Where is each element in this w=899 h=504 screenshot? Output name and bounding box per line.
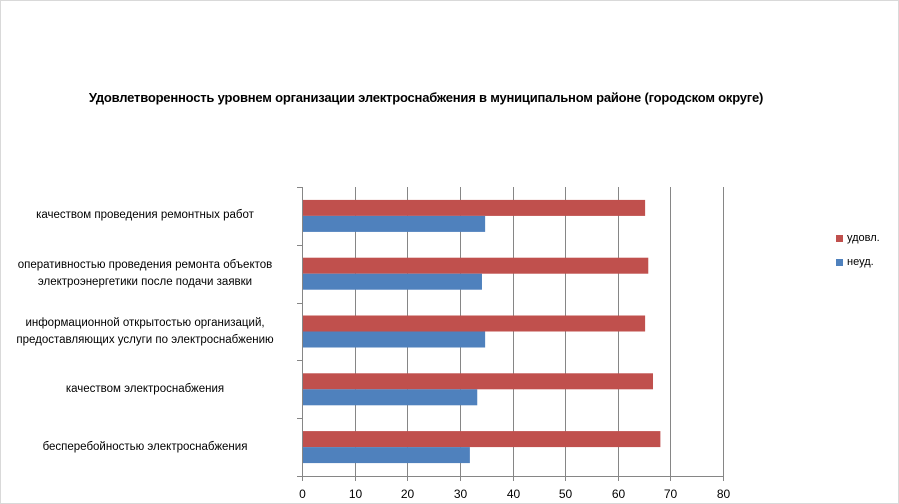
bar-unsatisfied-0 [302,215,486,232]
x-tick-label-30: 30 [454,487,468,501]
x-tick-label-70: 70 [664,487,678,501]
category-label-line: оперативностью проведения ремонта объект… [17,258,273,271]
category-label-0: качеством проведения ремонтных работ [0,207,290,224]
bar-satisfied-1 [302,257,649,274]
legend-swatch [836,234,843,242]
bar-satisfied-0 [302,199,646,216]
legend-label: удовл. [847,232,880,244]
category-label-line: качеством проведения ремонтных работ [36,209,254,222]
legend-item-unsatisfied: неуд. [836,256,874,268]
bar-unsatisfied-2 [302,331,486,348]
category-label-1: оперативностью проведения ремонта объект… [0,257,290,291]
bar-satisfied-2 [302,315,646,332]
x-tick-label-20: 20 [401,487,415,501]
category-label-line: бесперебойностью электроснабжения [42,440,248,453]
x-tick-label-10: 10 [349,487,363,501]
category-label-line: качеством электроснабжения [65,382,225,395]
bar-unsatisfied-3 [302,389,478,406]
x-tick-label-60: 60 [612,487,626,501]
category-label-line: предоставляющих услуги по электроснабжен… [16,333,274,346]
legend-swatch [836,258,843,266]
bar-satisfied-4 [302,431,661,448]
category-label-line: информационной открытостью организаций, [25,316,265,329]
category-label-2: информационной открытостью организаций, п… [0,315,290,349]
x-tick-label-40: 40 [507,487,521,501]
bar-satisfied-3 [302,373,654,390]
x-tick-label-0: 0 [299,487,306,501]
category-label-line: электроэнергетики после подачи заявки [37,275,253,288]
chart-title: Удовлетворенность уровнем организации эл… [88,90,764,105]
x-tick-label-80: 80 [717,487,731,501]
legend-item-satisfied: удовл. [836,232,880,244]
bar-unsatisfied-1 [302,273,482,290]
category-label-4: бесперебойностью электроснабжения [0,439,290,456]
bar-unsatisfied-4 [302,447,470,464]
legend-label: неуд. [847,256,874,268]
category-label-3: качеством электроснабжения [0,381,290,398]
x-tick-label-50: 50 [559,487,573,501]
